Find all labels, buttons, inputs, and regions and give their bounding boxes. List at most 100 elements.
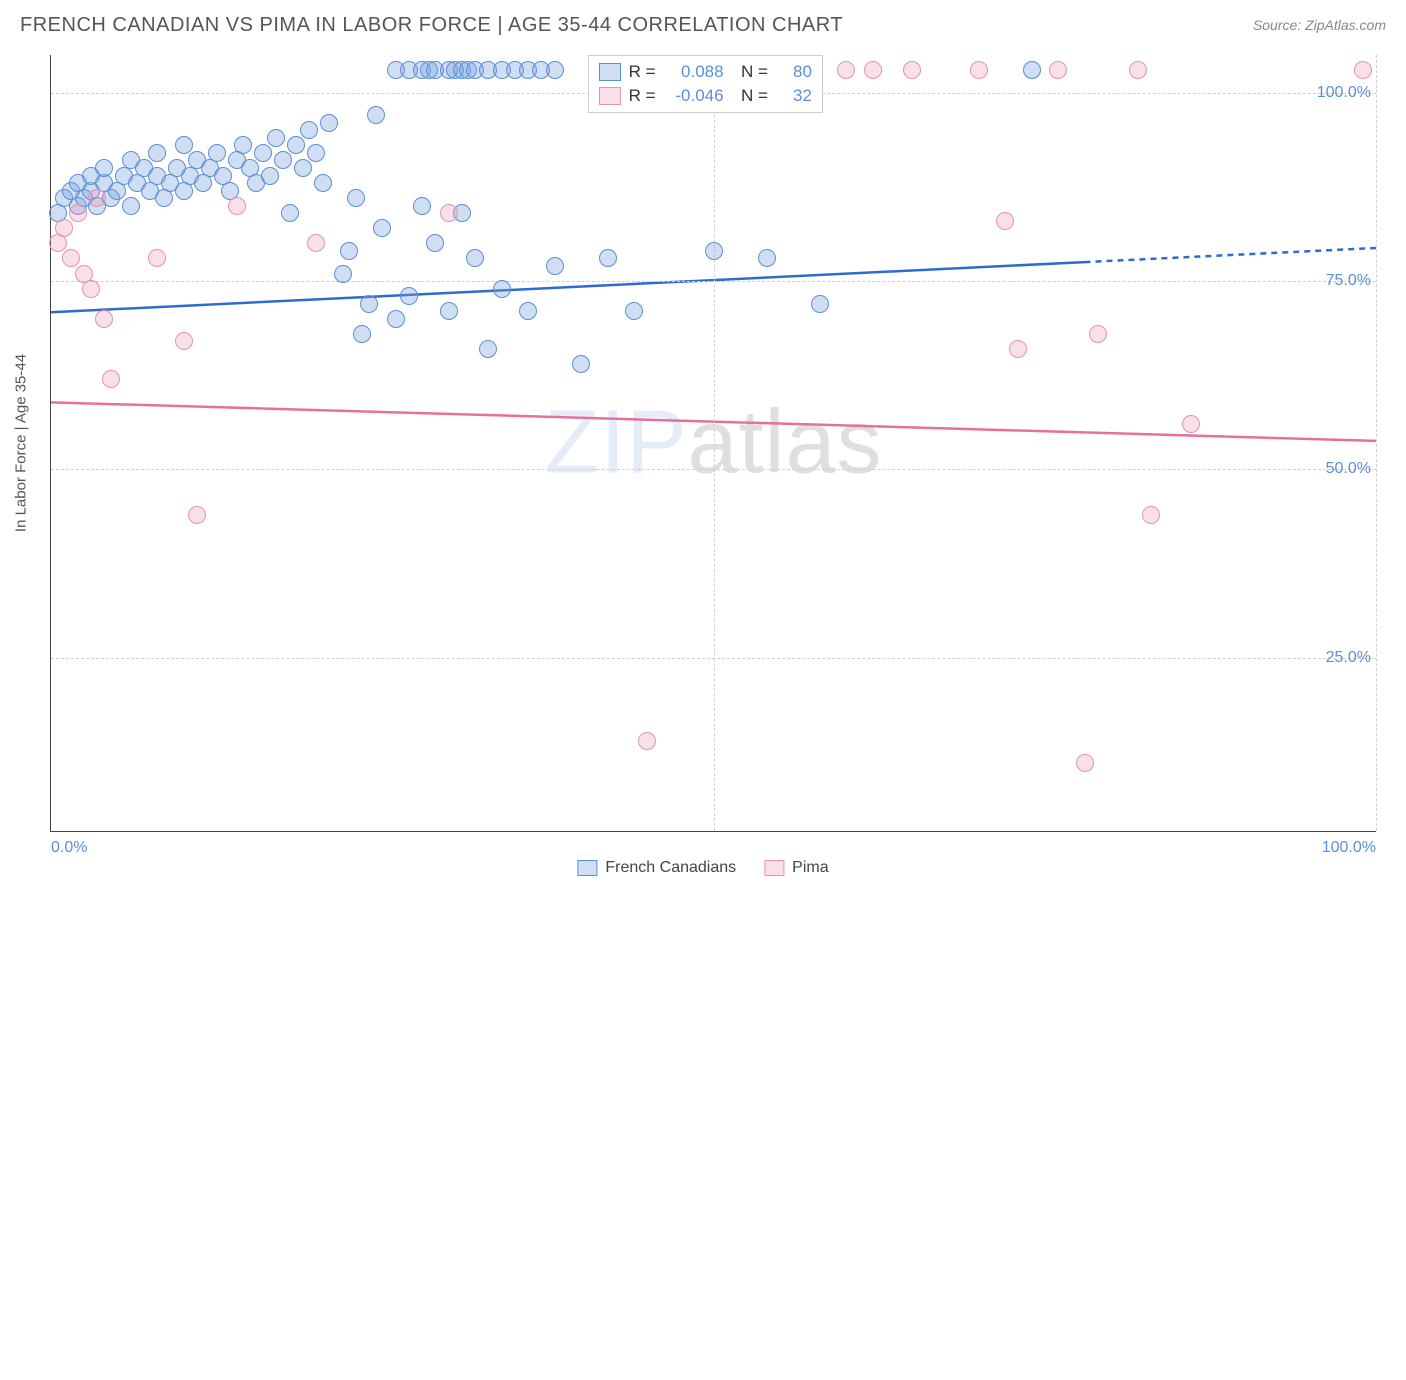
scatter-point (493, 280, 511, 298)
scatter-point (281, 204, 299, 222)
chart-frame: ZIPatlas 25.0%50.0%75.0%100.0%0.0%100.0%… (50, 55, 1376, 832)
scatter-point (400, 287, 418, 305)
stat-n-value: 32 (776, 86, 812, 106)
stat-n-label: N = (732, 62, 768, 82)
stat-r-label: R = (629, 62, 656, 82)
footer-legend-label: French Canadians (605, 859, 736, 877)
scatter-point (148, 249, 166, 267)
scatter-point (1049, 61, 1067, 79)
scatter-point (122, 197, 140, 215)
ytick-label: 75.0% (1326, 272, 1371, 290)
scatter-point (1009, 340, 1027, 358)
scatter-point (440, 302, 458, 320)
footer-legend-item: French Canadians (577, 859, 736, 877)
chart-header: FRENCH CANADIAN VS PIMA IN LABOR FORCE |… (0, 0, 1406, 50)
legend-swatch (599, 87, 621, 105)
scatter-point (267, 129, 285, 147)
xtick-label: 100.0% (1322, 839, 1376, 857)
scatter-point (55, 219, 73, 237)
scatter-point (426, 234, 444, 252)
scatter-point (1142, 506, 1160, 524)
scatter-point (175, 136, 193, 154)
legend-swatch (764, 860, 784, 876)
scatter-point (261, 167, 279, 185)
scatter-point (69, 204, 87, 222)
scatter-point (88, 189, 106, 207)
scatter-point (254, 144, 272, 162)
gridline-v (1376, 55, 1377, 831)
scatter-point (864, 61, 882, 79)
chart-plot-area: ZIPatlas 25.0%50.0%75.0%100.0%0.0%100.0%… (51, 55, 1376, 831)
scatter-point (294, 159, 312, 177)
scatter-point (1089, 325, 1107, 343)
scatter-point (996, 212, 1014, 230)
stat-r-value: -0.046 (664, 86, 724, 106)
scatter-point (307, 144, 325, 162)
scatter-point (353, 325, 371, 343)
scatter-point (837, 61, 855, 79)
scatter-point (347, 189, 365, 207)
scatter-point (546, 257, 564, 275)
scatter-point (340, 242, 358, 260)
stats-legend-row: R = -0.046 N = 32 (599, 86, 812, 106)
scatter-point (62, 249, 80, 267)
legend-swatch (599, 63, 621, 81)
scatter-point (1182, 415, 1200, 433)
scatter-point (300, 121, 318, 139)
stats-legend: R = 0.088 N = 80 R = -0.046 N = 32 (588, 55, 823, 113)
scatter-point (95, 159, 113, 177)
scatter-point (314, 174, 332, 192)
scatter-point (625, 302, 643, 320)
gridline-v (714, 55, 715, 831)
scatter-point (387, 310, 405, 328)
scatter-point (758, 249, 776, 267)
scatter-point (638, 732, 656, 750)
scatter-point (903, 61, 921, 79)
scatter-point (1076, 754, 1094, 772)
scatter-point (367, 106, 385, 124)
scatter-point (228, 197, 246, 215)
scatter-point (334, 265, 352, 283)
scatter-point (360, 295, 378, 313)
scatter-point (82, 280, 100, 298)
scatter-point (1129, 61, 1147, 79)
scatter-point (479, 340, 497, 358)
stats-legend-row: R = 0.088 N = 80 (599, 62, 812, 82)
scatter-point (373, 219, 391, 237)
legend-swatch (577, 860, 597, 876)
stat-r-label: R = (629, 86, 656, 106)
ytick-label: 50.0% (1326, 460, 1371, 478)
scatter-point (1023, 61, 1041, 79)
ytick-label: 100.0% (1317, 84, 1371, 102)
ytick-label: 25.0% (1326, 649, 1371, 667)
scatter-point (1354, 61, 1372, 79)
scatter-point (546, 61, 564, 79)
scatter-point (811, 295, 829, 313)
scatter-point (320, 114, 338, 132)
scatter-point (705, 242, 723, 260)
scatter-point (970, 61, 988, 79)
scatter-point (188, 506, 206, 524)
footer-legend: French Canadians Pima (577, 859, 828, 877)
scatter-point (175, 332, 193, 350)
scatter-point (102, 370, 120, 388)
scatter-point (519, 302, 537, 320)
stat-r-value: 0.088 (664, 62, 724, 82)
footer-legend-item: Pima (764, 859, 828, 877)
scatter-point (440, 204, 458, 222)
scatter-point (95, 310, 113, 328)
stat-n-value: 80 (776, 62, 812, 82)
scatter-point (572, 355, 590, 373)
y-axis-label: In Labor Force | Age 35-44 (13, 354, 30, 532)
stat-n-label: N = (732, 86, 768, 106)
footer-legend-label: Pima (792, 859, 828, 877)
scatter-point (208, 144, 226, 162)
scatter-point (466, 249, 484, 267)
scatter-point (413, 197, 431, 215)
scatter-point (234, 136, 252, 154)
scatter-point (599, 249, 617, 267)
chart-title: FRENCH CANADIAN VS PIMA IN LABOR FORCE |… (20, 14, 843, 37)
chart-source: Source: ZipAtlas.com (1253, 17, 1386, 33)
scatter-point (148, 144, 166, 162)
scatter-point (274, 151, 292, 169)
